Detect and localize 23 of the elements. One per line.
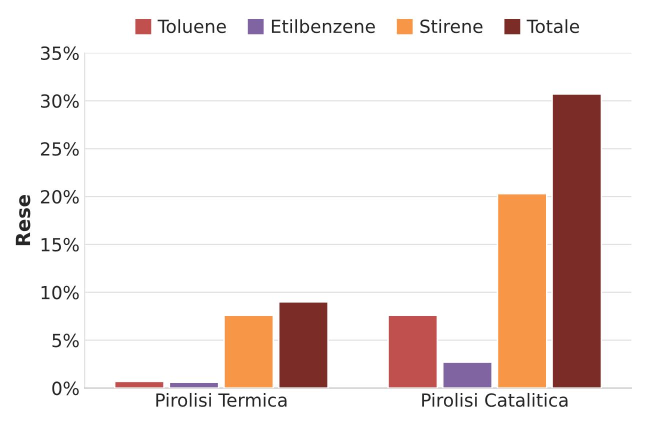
y-tick-label: 15%: [42, 238, 79, 252]
y-tick-label: 10%: [42, 286, 79, 300]
bar: [168, 382, 220, 388]
y-tick-label: 35%: [41, 46, 79, 60]
x-tick-label: Pirolisi Catalitica: [422, 392, 568, 407]
x-tick-label: Pirolisi Termica: [156, 392, 286, 407]
y-axis-title: Rese: [16, 194, 30, 246]
y-tick-label: 20%: [40, 190, 79, 204]
bar: [223, 314, 274, 388]
y-tick-label: 5%: [52, 334, 79, 348]
legend-label: Stirene: [420, 19, 482, 34]
bar: [114, 380, 165, 388]
legend-label: Etilbenzene: [272, 19, 375, 34]
bar: [387, 314, 438, 388]
bar: [442, 362, 493, 388]
y-tick-label: 25%: [40, 142, 79, 156]
y-tick-label: 30%: [41, 94, 79, 108]
bar: [278, 301, 329, 388]
bar: [496, 192, 548, 388]
bar: [551, 93, 602, 388]
legend-label: Totale: [526, 19, 580, 34]
legend-label: Toluene: [158, 19, 226, 34]
y-tick-label: 0%: [52, 382, 79, 396]
